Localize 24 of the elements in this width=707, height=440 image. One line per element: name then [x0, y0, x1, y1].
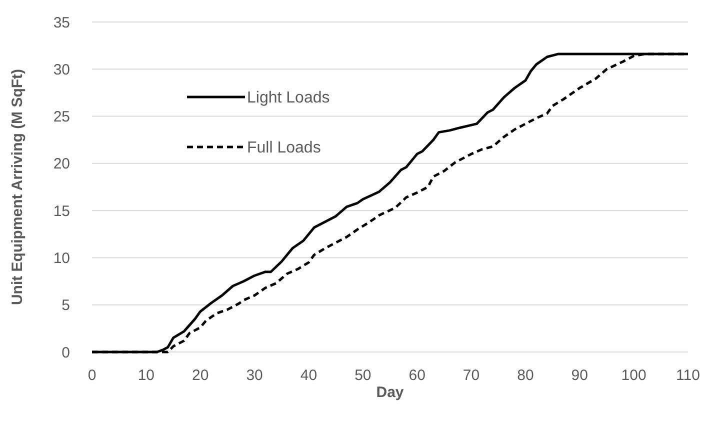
y-tick-label: 35 [53, 14, 70, 32]
x-axis-title: Day [376, 384, 404, 401]
y-tick-label: 20 [53, 156, 70, 173]
legend-label: Full Loads [247, 140, 321, 157]
y-tick-label: 30 [53, 61, 70, 78]
y-tick-label: 0 [62, 344, 70, 362]
x-tick-label: 0 [88, 367, 96, 384]
x-tick-label: 90 [571, 367, 588, 384]
x-tick-label: 30 [246, 367, 263, 384]
x-tick-label: 10 [138, 367, 155, 384]
x-tick-label: 40 [300, 367, 318, 384]
y-tick-label: 25 [53, 108, 70, 126]
x-tick-label: 100 [621, 367, 646, 384]
y-axis-title: Unit Equipment Arriving (M SqFt) [9, 68, 26, 306]
x-tick-label: 50 [354, 367, 372, 384]
y-tick-label: 10 [53, 250, 70, 267]
legend-label: Light Loads [247, 90, 330, 107]
y-tick-label: 5 [62, 297, 70, 314]
x-tick-label: 20 [192, 367, 209, 384]
x-tick-label: 60 [408, 367, 426, 384]
y-tick-label: 15 [53, 202, 70, 220]
x-tick-label: 80 [517, 367, 534, 384]
x-tick-label: 110 [676, 367, 700, 384]
x-tick-label: 70 [462, 367, 480, 384]
